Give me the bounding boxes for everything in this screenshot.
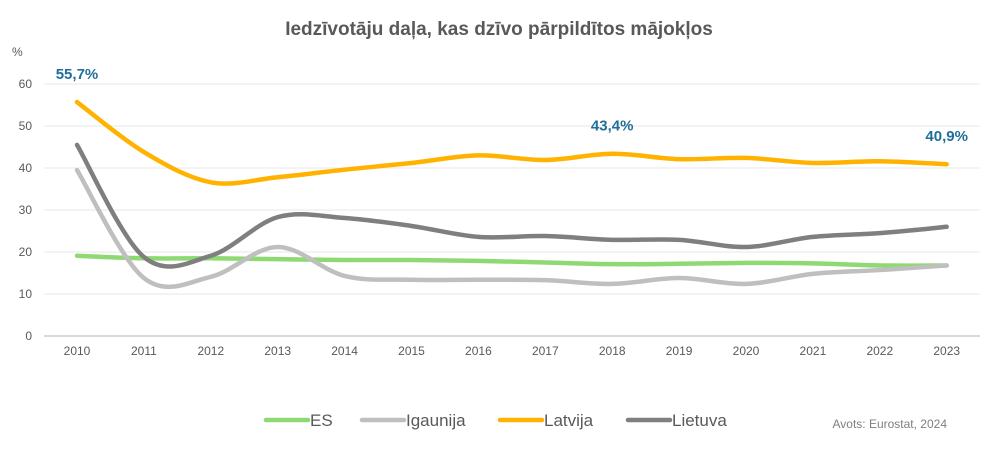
y-axis-ticks: 0 10 20 30 40 50 60 — [19, 77, 33, 343]
y-tick-label: 40 — [19, 161, 33, 175]
x-tick-label: 2010 — [64, 344, 91, 358]
y-tick-label: 10 — [19, 287, 33, 301]
series-line-lietuva — [74, 142, 949, 269]
series-line-igaunija — [74, 167, 949, 290]
x-tick-label: 2019 — [666, 344, 693, 358]
chart-title: Iedzīvotāju daļa, kas dzīvo pārpildītos … — [285, 19, 713, 40]
x-tick-label: 2023 — [933, 344, 960, 358]
x-tick-label: 2017 — [532, 344, 559, 358]
data-annotations: 55,7% 43,4% 40,9% — [56, 66, 968, 145]
x-tick-label: 2022 — [866, 344, 893, 358]
y-tick-label: 60 — [19, 77, 33, 91]
data-label: 40,9% — [925, 128, 968, 145]
series-line-latvija — [74, 99, 949, 186]
x-tick-label: 2020 — [733, 344, 760, 358]
x-tick-label: 2016 — [465, 344, 492, 358]
x-tick-label: 2021 — [800, 344, 827, 358]
y-tick-label: 50 — [19, 119, 33, 133]
y-tick-label: 30 — [19, 203, 33, 217]
y-tick-label: 20 — [19, 245, 33, 259]
y-axis-unit-label: % — [12, 45, 23, 59]
series-line-es — [74, 253, 949, 268]
x-tick-label: 2011 — [131, 344, 157, 358]
legend: ES Igaunija Latvija Lietuva — [263, 411, 727, 430]
y-tick-label: 0 — [25, 329, 32, 343]
legend-label-lietuva: Lietuva — [672, 411, 727, 430]
gridlines — [44, 83, 980, 337]
legend-label-latvija: Latvija — [544, 411, 594, 430]
x-tick-label: 2012 — [197, 344, 224, 358]
data-label: 55,7% — [56, 66, 99, 83]
x-tick-label: 2013 — [264, 344, 291, 358]
legend-label-igaunija: Igaunija — [406, 411, 466, 430]
x-tick-label: 2014 — [331, 344, 358, 358]
x-tick-label: 2018 — [599, 344, 626, 358]
series-lines — [74, 99, 949, 290]
x-axis-ticks: 2010 2011 2012 2013 2014 2015 2016 2017 2018 2019… — [64, 344, 961, 358]
legend-label-es: ES — [310, 411, 333, 430]
source-note: Avots: Eurostat, 2024 — [832, 417, 947, 431]
data-label: 43,4% — [591, 118, 634, 135]
x-tick-label: 2015 — [398, 344, 425, 358]
